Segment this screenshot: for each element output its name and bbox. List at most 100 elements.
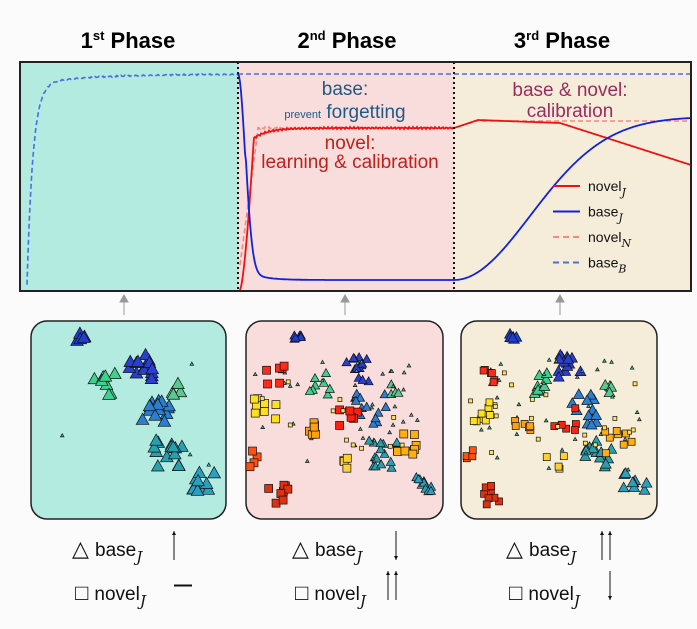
- triangle-marker: [148, 408, 163, 421]
- summary-novel: □ novelJ: [295, 580, 367, 610]
- summaries: △ baseJ □ novelJ △ baseJ □ novelJ △ baseJ □ n…: [72, 531, 612, 610]
- square-marker: [335, 421, 344, 430]
- square-marker: [486, 411, 495, 419]
- square-marker: [278, 495, 288, 505]
- square-marker: [248, 446, 257, 456]
- triangle-marker: [638, 483, 651, 495]
- square-marker: [605, 433, 614, 442]
- triangle-marker: [359, 359, 364, 364]
- triangle-marker: [364, 435, 375, 445]
- summary-phase-3: △ baseJ □ novelJ: [506, 531, 612, 610]
- square-marker: [571, 426, 579, 434]
- triangle-icon: △: [72, 536, 95, 561]
- triangle-marker: [602, 358, 607, 363]
- triangle-marker: [207, 465, 222, 479]
- triangle-marker: [625, 467, 631, 472]
- square-marker: [271, 400, 281, 409]
- square-marker: [468, 398, 473, 404]
- square-marker: [342, 453, 352, 463]
- square-marker: [410, 430, 419, 439]
- square-marker: [509, 382, 514, 388]
- square-marker: [387, 443, 393, 449]
- square-marker: [571, 404, 580, 413]
- square-marker: [245, 462, 255, 472]
- square-marker: [482, 500, 491, 509]
- triangle-marker: [603, 386, 616, 398]
- triangle-marker: [166, 387, 181, 400]
- square-marker: [345, 406, 355, 416]
- square-marker: [582, 432, 588, 438]
- triangle-marker: [478, 427, 484, 432]
- connector-arrows: [119, 293, 565, 315]
- square-icon: □: [509, 580, 528, 605]
- square-marker: [393, 447, 402, 456]
- legend-label: novelN: [588, 229, 631, 250]
- square-marker: [543, 392, 549, 398]
- triangle-marker: [318, 377, 329, 387]
- triangle-marker: [352, 382, 358, 388]
- triangle-marker: [541, 380, 547, 385]
- triangle-marker: [579, 450, 592, 461]
- triangle-marker: [191, 473, 205, 487]
- triangle-marker: [425, 485, 437, 495]
- square-icon: □: [75, 580, 94, 605]
- square-marker: [632, 381, 638, 387]
- triangle-marker: [546, 465, 552, 470]
- triangle-marker: [189, 361, 195, 366]
- square-marker: [391, 415, 397, 420]
- square-marker: [350, 442, 356, 448]
- triangle-marker: [360, 435, 366, 440]
- triangle-marker: [610, 394, 615, 399]
- triangle-marker: [401, 370, 407, 375]
- phase-1-background: [20, 62, 238, 291]
- triangle-marker: [376, 459, 387, 469]
- triangle-marker: [304, 458, 310, 463]
- square-marker: [250, 408, 260, 418]
- triangle-marker: [320, 367, 332, 377]
- triangle-marker: [379, 389, 390, 399]
- triangle-marker: [590, 409, 603, 420]
- triangle-marker: [145, 361, 160, 375]
- triangle-marker: [494, 455, 500, 460]
- square-marker: [535, 436, 541, 442]
- legend: novelJ baseJ novelN baseB: [553, 178, 631, 276]
- triangle-marker: [581, 394, 594, 405]
- square-marker: [468, 446, 477, 455]
- triangle-icon: △: [506, 536, 529, 561]
- triangle-marker: [370, 456, 376, 461]
- square-marker: [479, 366, 488, 375]
- triangle-marker: [135, 412, 150, 425]
- triangle-marker: [546, 357, 552, 362]
- triangle-marker: [138, 347, 153, 361]
- square-marker: [559, 452, 568, 461]
- triangle-marker: [144, 371, 159, 384]
- arrow-head-icon: [119, 293, 129, 303]
- square-marker: [555, 424, 561, 429]
- summary-phase-1: △ baseJ □ novelJ: [72, 531, 192, 610]
- triangle-marker: [572, 388, 585, 399]
- square-marker: [249, 394, 259, 404]
- square-marker: [309, 422, 319, 432]
- square-marker: [279, 361, 289, 371]
- square-marker: [263, 379, 272, 389]
- triangle-marker: [572, 436, 578, 441]
- triangle-marker: [543, 417, 549, 423]
- triangle-marker: [514, 431, 520, 436]
- annotation-novel-body: learning & calibration: [261, 152, 438, 173]
- square-marker: [602, 449, 610, 458]
- square-marker: [337, 397, 343, 402]
- triangle-marker: [166, 439, 181, 453]
- square-marker: [542, 453, 551, 462]
- square-marker: [529, 397, 535, 402]
- triangle-marker: [390, 383, 396, 388]
- legend-label: baseB: [588, 255, 626, 276]
- square-marker: [627, 437, 636, 446]
- triangle-marker: [149, 433, 164, 446]
- triangle-marker: [594, 366, 600, 372]
- triangle-marker: [370, 402, 375, 407]
- annotation-novel-title: novel:: [325, 133, 376, 154]
- triangle-marker: [372, 437, 377, 443]
- triangle-marker: [391, 437, 402, 447]
- phase-1-title: 1st Phase: [81, 28, 176, 53]
